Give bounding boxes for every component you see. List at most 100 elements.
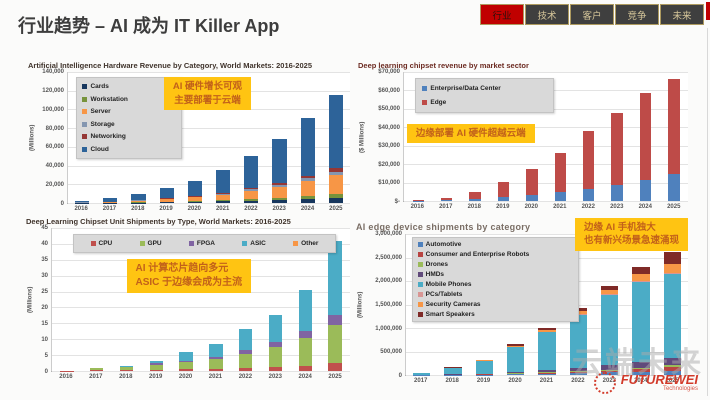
legend-label: Security Cameras xyxy=(425,300,481,308)
segment-automotive xyxy=(538,373,556,375)
legend-swatch xyxy=(417,281,423,287)
x-tick-label: 2025 xyxy=(329,206,343,212)
segment-cpu xyxy=(238,368,253,371)
segment-fpga xyxy=(328,315,342,325)
plot-area: CPU GPU FPGA ASIC Other AI 计算芯片趋向多元 ASIC 于边缘会… xyxy=(51,228,350,372)
legend-swatch xyxy=(417,251,423,257)
x-tick-label: 2020 xyxy=(524,204,538,210)
legend-swatch xyxy=(90,240,96,246)
segment-enterprise-data-center xyxy=(554,191,566,201)
segment-asic xyxy=(209,344,223,357)
segment-cpu xyxy=(149,369,163,371)
legend-label: HMDs xyxy=(425,270,445,278)
tab-technology[interactable]: 技术 xyxy=(525,4,569,25)
gridline xyxy=(52,355,350,357)
segment-storage xyxy=(244,189,259,191)
legend: Enterprise/Data Center Edge xyxy=(415,78,555,114)
x-tick-label: 2016 xyxy=(59,374,73,380)
segment-hmds xyxy=(507,372,525,374)
segment-enterprise-data-center xyxy=(469,198,481,201)
legend-swatch xyxy=(82,146,88,152)
bar-2018 xyxy=(112,228,142,371)
bar-2022 xyxy=(574,72,602,201)
legend-item-cloud: Cloud xyxy=(82,146,175,153)
segment-cpu xyxy=(119,370,134,371)
legend-label: CPU xyxy=(98,239,113,247)
segment-consumer-and-enterprise-robots xyxy=(632,369,650,372)
tab-competition[interactable]: 竞争 xyxy=(615,4,659,25)
segment-asic xyxy=(298,289,312,331)
segment-smart-speakers xyxy=(538,327,556,330)
legend-label: Mobile Phones xyxy=(425,280,472,288)
segment-workstation xyxy=(272,197,287,200)
segment-server xyxy=(328,175,343,195)
segment-enterprise-data-center xyxy=(639,179,652,201)
tab-customers[interactable]: 客户 xyxy=(570,4,614,25)
segment-workstation xyxy=(216,200,231,202)
legend-item-asic: ASIC xyxy=(242,240,266,247)
legend-item-hmds: HMDs xyxy=(417,270,573,278)
legend-item-networking: Networking xyxy=(82,133,175,140)
segment-security-cameras xyxy=(632,273,650,281)
bar-2017 xyxy=(82,228,112,371)
segment-mobile-phones xyxy=(507,347,525,373)
legend-swatch xyxy=(293,240,299,246)
legend-label: Automotive xyxy=(425,240,462,248)
bar-2016 xyxy=(52,228,82,371)
segment-gpu xyxy=(149,364,163,370)
callout-line: 边缘部署 AI 硬件超越云端 xyxy=(415,127,526,139)
x-tick-label: 2023 xyxy=(610,204,624,210)
segment-server xyxy=(272,186,287,198)
x-tick-label: 2022 xyxy=(581,204,595,210)
x-tick-label: 2020 xyxy=(508,378,522,384)
y-axis: $70,000 $60,000 $50,000 $40,000 $30,000 $20,0… xyxy=(378,69,400,205)
x-tick-label: 2022 xyxy=(244,206,258,212)
legend-item-pcs-tablets: PCs/Tablets xyxy=(417,291,573,298)
legend-swatch xyxy=(139,240,145,246)
segment-edge xyxy=(526,168,538,195)
segment-automotive xyxy=(507,374,525,375)
segment-cards xyxy=(159,202,174,203)
gridline xyxy=(68,203,350,204)
logo-name: FUTUREWEI xyxy=(620,371,698,387)
legend-item-enterprise-data-center: Enterprise/Data Center xyxy=(422,85,547,92)
legend-item-automotive: Automotive xyxy=(417,240,573,248)
bar-2021 xyxy=(209,72,237,203)
segment-enterprise-data-center xyxy=(582,189,595,201)
bar-2016 xyxy=(68,72,96,203)
segment-cloud xyxy=(328,95,343,169)
segment-server xyxy=(216,194,231,201)
x-tick-label: 2025 xyxy=(667,204,681,210)
segment-enterprise-data-center xyxy=(497,197,510,201)
legend-item-storage: Storage xyxy=(82,121,175,128)
tab-future[interactable]: 未来 xyxy=(660,4,704,25)
segment-networking xyxy=(216,192,231,194)
bar-2017 xyxy=(432,72,460,201)
bar-2024 xyxy=(625,234,656,375)
legend-swatch xyxy=(417,261,423,267)
bar-2020 xyxy=(181,72,209,203)
segment-cards xyxy=(216,201,231,203)
x-tick-label: 2023 xyxy=(268,374,282,380)
bar-2023 xyxy=(265,72,293,203)
segment-asic xyxy=(179,351,193,361)
bar-2025 xyxy=(657,234,688,375)
segment-networking xyxy=(272,182,287,185)
x-axis: 2016 2017 2018 2019 2020 2021 2022 2023 2024 2025 xyxy=(403,202,688,212)
bar-2019 xyxy=(469,234,500,375)
bar-2021 xyxy=(546,72,574,201)
legend-label: Drones xyxy=(425,260,449,268)
segment-smart-speakers xyxy=(601,285,619,291)
y-axis: 45 40 35 30 25 20 15 10 5 0 xyxy=(41,225,48,375)
segment-fpga xyxy=(149,363,163,365)
futurewei-logo: FUTUREWEI Technologies xyxy=(593,371,698,394)
chart-chipset-unit-shipments: Deep Learning Chipset Unit Shipments by … xyxy=(26,216,350,382)
bar-2020 xyxy=(171,228,201,371)
tab-industry[interactable]: 行业 xyxy=(480,4,524,25)
segment-cloud xyxy=(272,139,287,183)
gridline xyxy=(68,109,350,111)
plot-area: Enterprise/Data Center Edge 边缘部署 AI 硬件超越云… xyxy=(403,72,688,202)
bars xyxy=(52,228,350,371)
segment-cloud xyxy=(159,188,174,199)
bar-2024 xyxy=(290,228,320,371)
